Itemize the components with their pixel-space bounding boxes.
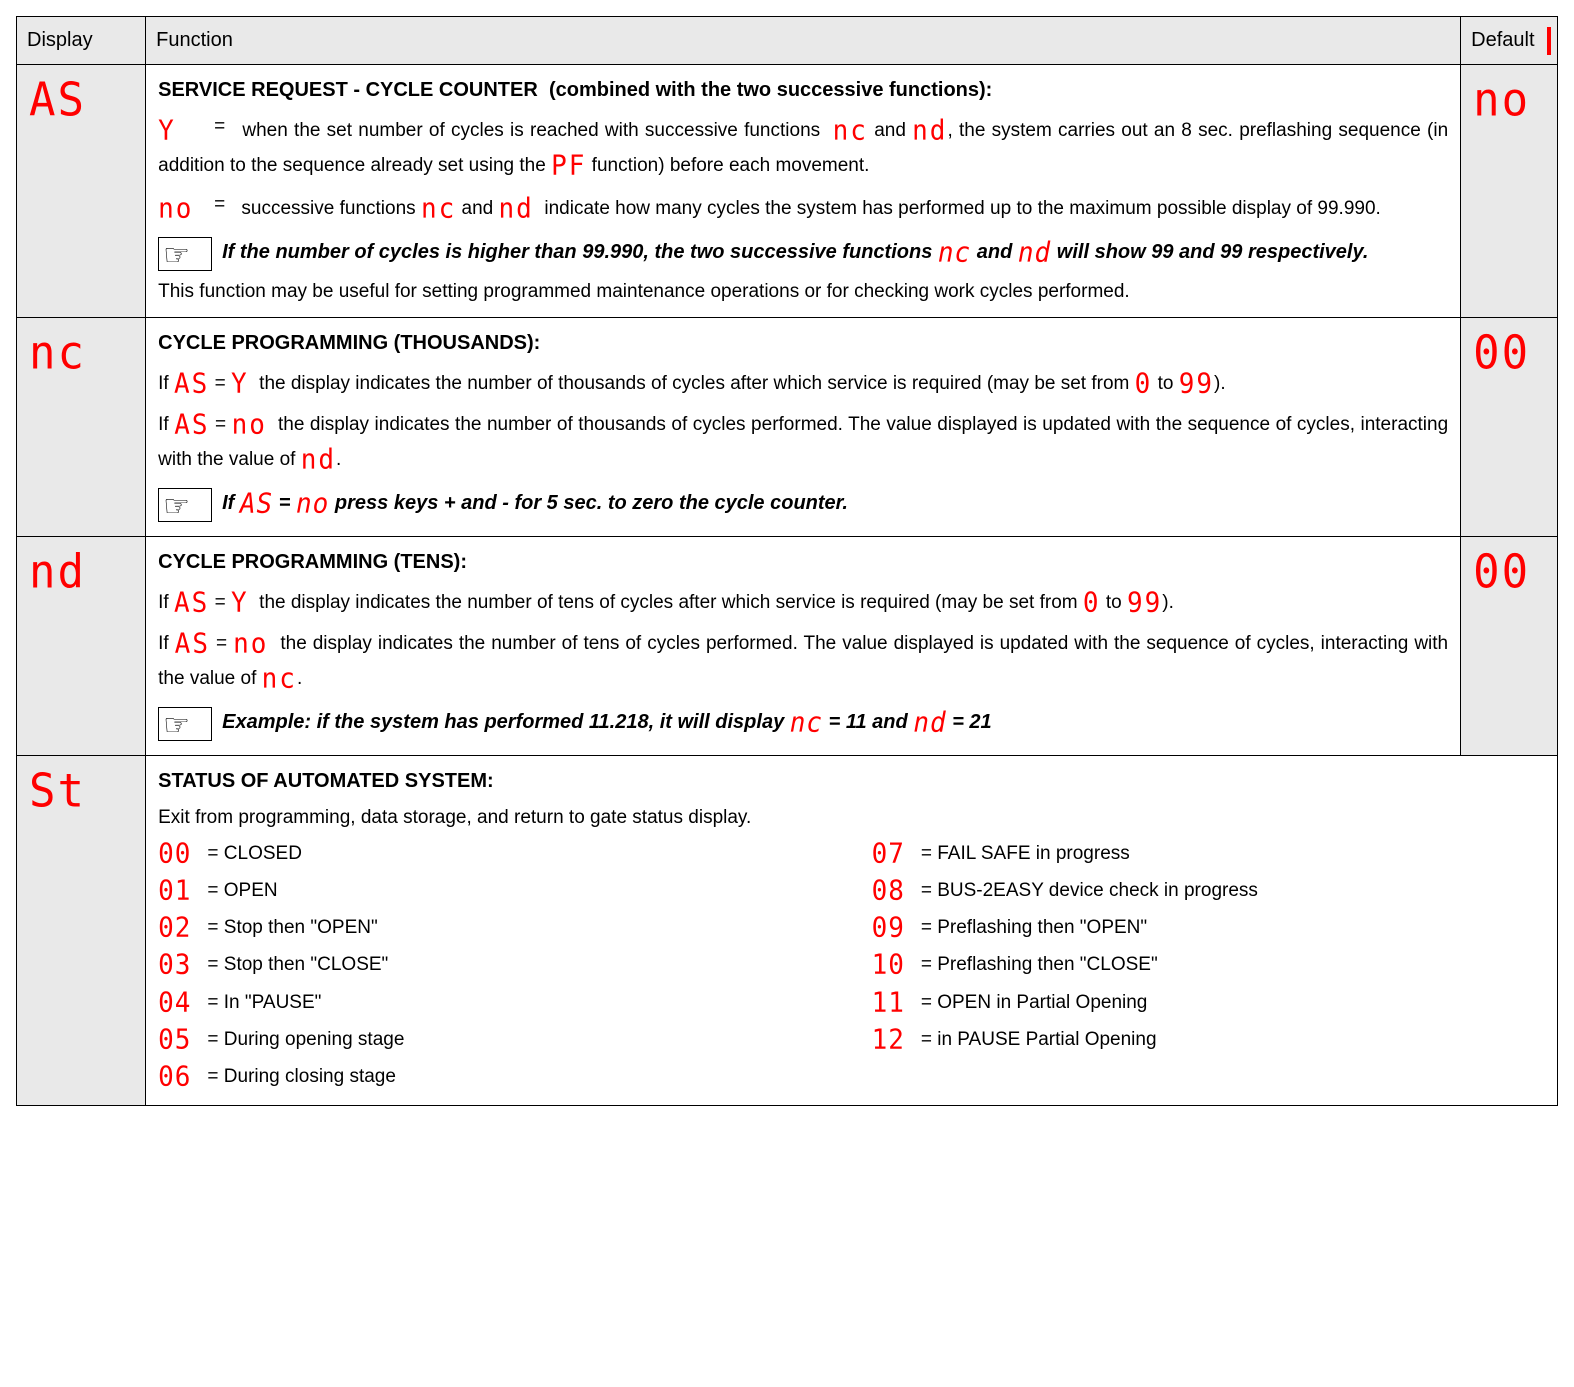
- status-text: In "PAUSE": [224, 992, 322, 1013]
- status-text: OPEN: [224, 880, 278, 901]
- status-line: 03 = Stop then "CLOSE": [158, 948, 831, 983]
- display-nc: nc: [17, 317, 146, 536]
- status-line: 06 = During closing stage: [158, 1060, 831, 1095]
- display-st: St: [17, 756, 146, 1105]
- status-code: 06: [158, 1059, 202, 1096]
- default-nd: 00: [1461, 537, 1558, 756]
- default-as: no: [1461, 65, 1558, 318]
- caret-icon: [1547, 27, 1551, 55]
- pointing-hand-icon: [158, 237, 212, 271]
- func-nc: CYCLE PROGRAMMING (THOUSANDS): If AS = Y…: [146, 317, 1461, 536]
- status-line: 09 = Preflashing then "OPEN": [872, 911, 1545, 946]
- row-nc: nc CYCLE PROGRAMMING (THOUSANDS): If AS …: [17, 317, 1558, 536]
- status-code: 01: [158, 873, 202, 910]
- status-text: Preflashing then "CLOSE": [937, 954, 1158, 975]
- default-nc: 00: [1461, 317, 1558, 536]
- header-display: Display: [17, 17, 146, 65]
- status-columns: 00 = CLOSED01 = OPEN02 = Stop then "OPEN…: [158, 837, 1545, 1097]
- status-text: OPEN in Partial Opening: [937, 992, 1147, 1013]
- status-text: FAIL SAFE in progress: [937, 843, 1130, 864]
- status-text: During closing stage: [224, 1066, 396, 1087]
- status-code: 05: [158, 1022, 202, 1059]
- status-line: 02 = Stop then "OPEN": [158, 911, 831, 946]
- status-code: 10: [872, 948, 916, 985]
- func-nd: CYCLE PROGRAMMING (TENS): If AS = Y the …: [146, 537, 1461, 756]
- status-text: in PAUSE Partial Opening: [937, 1029, 1156, 1050]
- status-line: 01 = OPEN: [158, 874, 831, 909]
- status-text: Stop then "CLOSE": [224, 954, 389, 975]
- status-line: 07 = FAIL SAFE in progress: [872, 837, 1545, 872]
- status-code: 02: [158, 910, 202, 947]
- status-code: 12: [872, 1022, 916, 1059]
- func-st: STATUS OF AUTOMATED SYSTEM: Exit from pr…: [146, 756, 1558, 1105]
- status-line: 05 = During opening stage: [158, 1023, 831, 1058]
- status-line: 12 = in PAUSE Partial Opening: [872, 1023, 1545, 1058]
- status-code: 04: [158, 985, 202, 1022]
- note-nd: Example: if the system has performed 11.…: [158, 707, 1448, 741]
- status-text: During opening stage: [224, 1029, 405, 1050]
- row-nd: nd CYCLE PROGRAMMING (TENS): If AS = Y t…: [17, 537, 1558, 756]
- status-col-left: 00 = CLOSED01 = OPEN02 = Stop then "OPEN…: [158, 837, 831, 1097]
- note-nc: If AS = no press keys + and - for 5 sec.…: [158, 488, 1448, 522]
- display-nd: nd: [17, 537, 146, 756]
- status-line: 11 = OPEN in Partial Opening: [872, 986, 1545, 1021]
- status-text: BUS-2EASY device check in progress: [937, 880, 1258, 901]
- status-line: 04 = In "PAUSE": [158, 986, 831, 1021]
- status-code: 09: [872, 910, 916, 947]
- func-as: SERVICE REQUEST - CYCLE COUNTER (combine…: [146, 65, 1461, 318]
- status-code: 03: [158, 948, 202, 985]
- status-text: Stop then "OPEN": [224, 917, 378, 938]
- display-as: AS: [17, 65, 146, 318]
- pointing-hand-icon: [158, 488, 212, 522]
- pointing-hand-icon: [158, 707, 212, 741]
- status-code: 08: [872, 873, 916, 910]
- status-code: 11: [872, 985, 916, 1022]
- header-row: Display Function Default: [17, 17, 1558, 65]
- note-as: If the number of cycles is higher than 9…: [158, 237, 1448, 271]
- header-default: Default: [1461, 17, 1558, 65]
- status-col-right: 07 = FAIL SAFE in progress08 = BUS-2EASY…: [872, 837, 1545, 1097]
- status-line: 10 = Preflashing then "CLOSE": [872, 948, 1545, 983]
- row-st: St STATUS OF AUTOMATED SYSTEM: Exit from…: [17, 756, 1558, 1105]
- header-function: Function: [146, 17, 1461, 65]
- status-line: 00 = CLOSED: [158, 837, 831, 872]
- function-table: Display Function Default AS SERVICE REQU…: [16, 16, 1558, 1106]
- status-text: Preflashing then "OPEN": [937, 917, 1147, 938]
- status-code: 07: [872, 836, 916, 873]
- status-text: CLOSED: [224, 843, 302, 864]
- status-code: 00: [158, 836, 202, 873]
- status-line: 08 = BUS-2EASY device check in progress: [872, 874, 1545, 909]
- row-as: AS SERVICE REQUEST - CYCLE COUNTER (comb…: [17, 65, 1558, 318]
